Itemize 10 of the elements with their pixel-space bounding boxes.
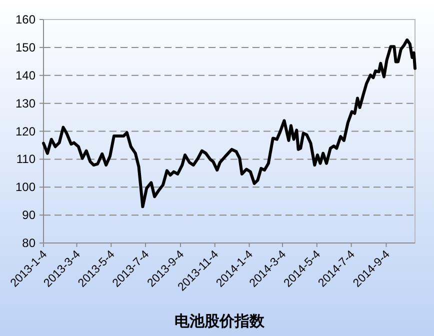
y-tick-label: 130 (15, 96, 36, 110)
y-tick-label: 140 (15, 68, 36, 82)
y-tick-label: 160 (15, 12, 36, 26)
y-tick-label: 100 (15, 180, 36, 194)
y-tick-label: 150 (15, 40, 36, 54)
x-axis-title: 电池股价指数 (174, 313, 266, 330)
y-tick-label: 120 (15, 124, 36, 138)
y-tick-label: 90 (22, 208, 36, 222)
y-tick-label: 110 (16, 152, 36, 166)
y-tick-label: 80 (22, 236, 36, 250)
